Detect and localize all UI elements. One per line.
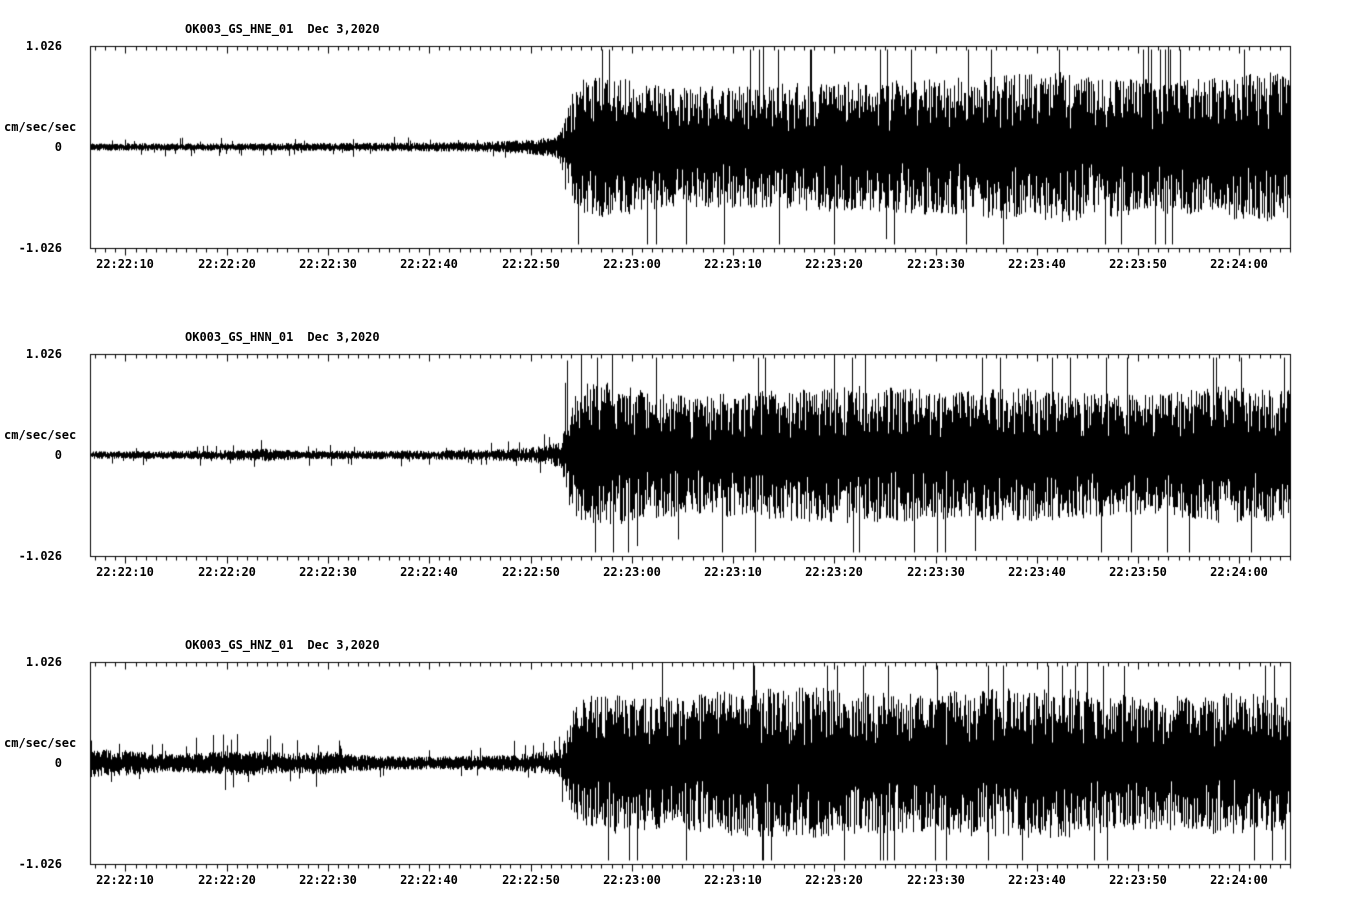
date-label: Dec 3,2020 (307, 638, 380, 652)
station-channel-label: OK003_GS_HNZ_01 (185, 638, 294, 652)
seismogram-panel-hnn: OK003_GS_HNN_01 Dec 3,2020 1.026 cm/sec/… (0, 308, 1358, 616)
waveform-canvas-hne (0, 0, 1358, 308)
y-tick-max: 1.026 (25, 655, 62, 669)
y-tick-max: 1.026 (25, 347, 62, 361)
y-tick-min: -1.026 (18, 549, 62, 563)
panel-title: OK003_GS_HNZ_01 Dec 3,2020 (185, 638, 380, 652)
waveform-canvas-hnz (0, 616, 1358, 924)
date-label: Dec 3,2020 (307, 22, 380, 36)
y-tick-zero: 0 (54, 448, 62, 462)
station-channel-label: OK003_GS_HNE_01 (185, 22, 294, 36)
y-axis-unit-label: cm/sec/sec (4, 736, 77, 750)
y-tick-zero: 0 (54, 756, 62, 770)
station-channel-label: OK003_GS_HNN_01 (185, 330, 294, 344)
date-label: Dec 3,2020 (307, 330, 380, 344)
y-axis-unit-label: cm/sec/sec (4, 120, 77, 134)
panel-title: OK003_GS_HNE_01 Dec 3,2020 (185, 22, 380, 36)
seismogram-panel-hnz: OK003_GS_HNZ_01 Dec 3,2020 1.026 cm/sec/… (0, 616, 1358, 924)
waveform-canvas-hnn (0, 308, 1358, 616)
y-axis-unit-label: cm/sec/sec (4, 428, 77, 442)
y-tick-min: -1.026 (18, 241, 62, 255)
y-tick-zero: 0 (54, 140, 62, 154)
y-tick-min: -1.026 (18, 857, 62, 871)
panel-title: OK003_GS_HNN_01 Dec 3,2020 (185, 330, 380, 344)
y-tick-max: 1.026 (25, 39, 62, 53)
seismogram-panel-hne: OK003_GS_HNE_01 Dec 3,2020 1.026 cm/sec/… (0, 0, 1358, 308)
